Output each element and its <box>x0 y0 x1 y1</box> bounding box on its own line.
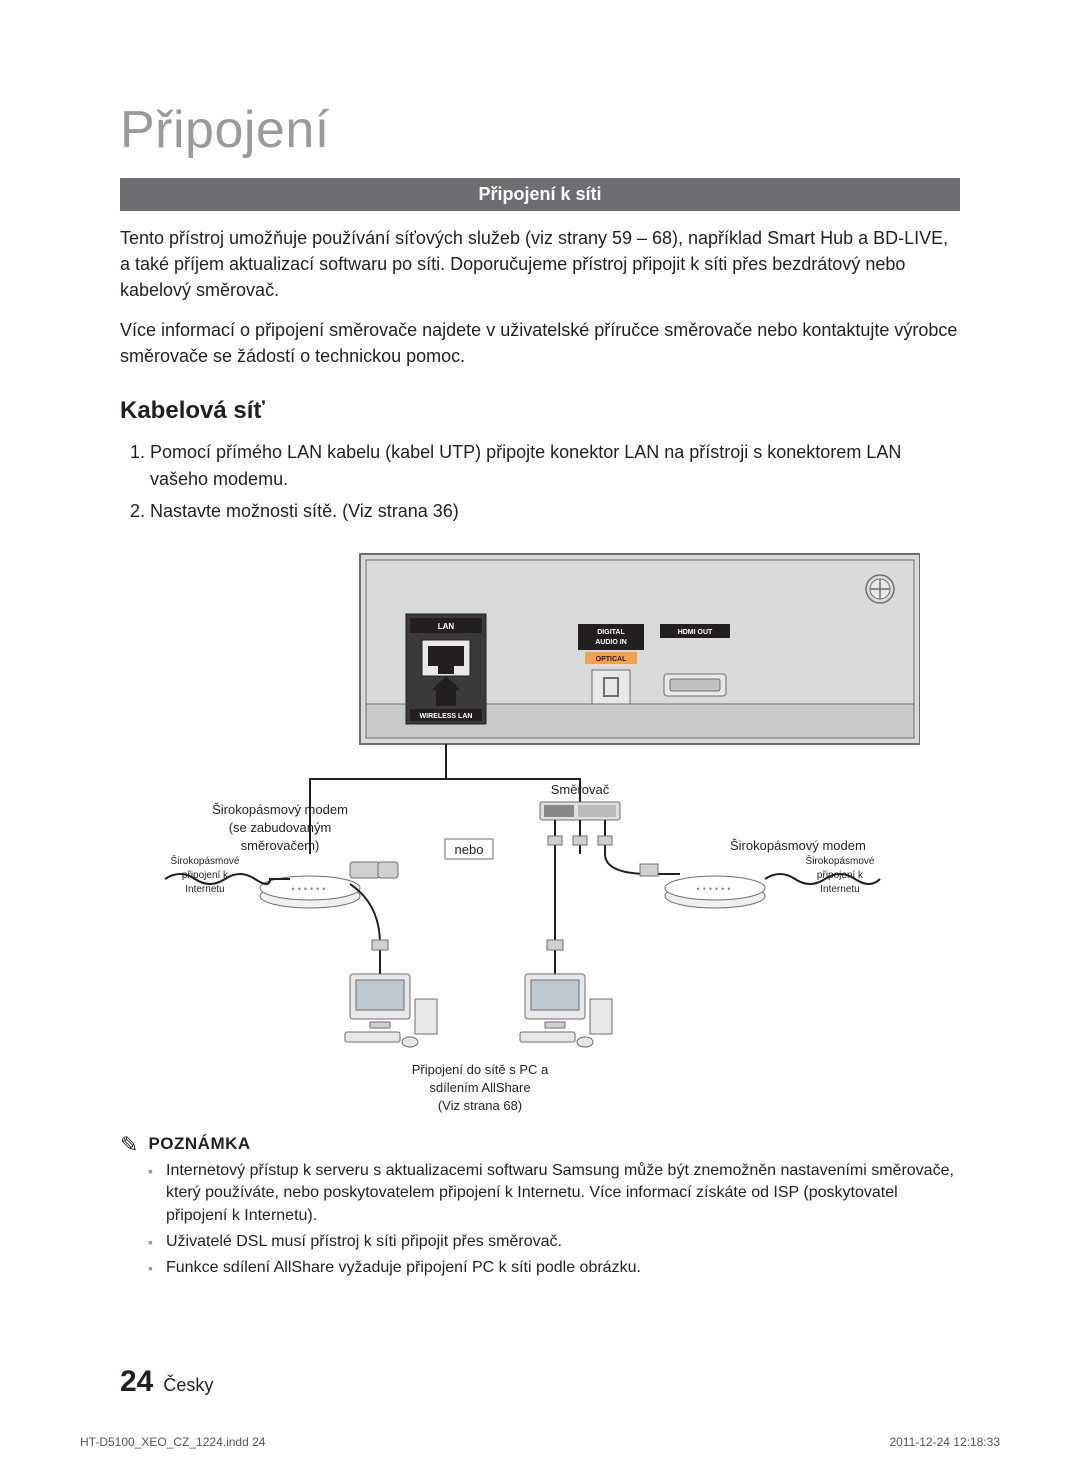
port-label-hdmi-out: HDMI OUT <box>678 629 713 636</box>
svg-text:••••••: •••••• <box>697 884 734 894</box>
label-broadband-right-3: Internetu <box>820 884 859 895</box>
subheading-wired-network: Kabelová síť <box>120 397 960 425</box>
cable-split <box>310 744 580 854</box>
label-or: nebo <box>455 842 484 857</box>
note-item-3: Funkce sdílení AllShare vyžaduje připoje… <box>148 1257 960 1279</box>
label-broadband-right-1: Širokopásmové <box>806 854 875 867</box>
label-router: Směrovač <box>551 782 610 797</box>
page-number: 24 <box>120 1365 153 1398</box>
indesign-filename: HT-D5100_XEO_CZ_1224.indd 24 <box>80 1435 265 1449</box>
document-page: Připojení Připojení k síti Tento přístro… <box>0 0 1080 1479</box>
section-header-bar: Připojení k síti <box>120 178 960 211</box>
step-1: Pomocí přímého LAN kabelu (kabel UTP) př… <box>150 439 960 491</box>
right-branch: Směrovač Širokopásmový modem <box>540 782 880 974</box>
note-item-2: Uživatelé DSL musí přístroj k síti připo… <box>148 1231 960 1253</box>
left-branch: Širokopásmový modem (se zabudovaným směr… <box>165 802 398 974</box>
export-timestamp: 2011-12-24 12:18:33 <box>889 1435 1000 1449</box>
label-modem-right: Širokopásmový modem <box>730 838 866 853</box>
svg-text:••••••: •••••• <box>292 884 329 894</box>
port-label-optical: OPTICAL <box>596 656 627 663</box>
note-label: POZNÁMKA <box>148 1134 250 1154</box>
note-icon: ✎ <box>120 1134 138 1156</box>
diagram-svg: LAN WIRELESS LAN DIGITAL AUDIO IN OPTICA… <box>160 544 920 1124</box>
pc-left-icon <box>345 974 437 1047</box>
svg-text:DIGITAL: DIGITAL <box>597 629 625 636</box>
intro-paragraph-1: Tento přístroj umožňuje používání síťový… <box>120 225 960 303</box>
label-modem-router-line2: (se zabudovaným <box>229 820 332 835</box>
svg-text:AUDIO IN: AUDIO IN <box>595 639 627 646</box>
footer-language: Česky <box>163 1375 213 1395</box>
label-modem-router-line1: Širokopásmový modem <box>212 802 348 817</box>
label-pc-note-2: sdílením AllShare <box>429 1080 530 1095</box>
intro-paragraph-2: Více informací o připojení směrovače naj… <box>120 317 960 369</box>
label-broadband-left-1: Širokopásmové <box>171 854 240 867</box>
page-footer: 24 Česky <box>120 1365 213 1399</box>
note-heading: ✎ POZNÁMKA <box>120 1134 960 1156</box>
step-2: Nastavte možnosti sítě. (Viz strana 36) <box>150 498 960 524</box>
page-title: Připojení <box>120 100 960 160</box>
note-item-1: Internetový přístup k serveru s aktualiz… <box>148 1160 960 1227</box>
label-broadband-left-2: připojení k <box>182 870 229 881</box>
label-broadband-left-3: Internetu <box>185 884 224 895</box>
pc-right-icon <box>520 974 612 1047</box>
notes-list: Internetový přístup k serveru s aktualiz… <box>120 1160 960 1280</box>
label-pc-note-3: (Viz strana 68) <box>438 1098 522 1113</box>
steps-list: Pomocí přímého LAN kabelu (kabel UTP) př… <box>120 439 960 523</box>
label-pc-note-1: Připojení do sítě s PC a <box>412 1062 549 1077</box>
label-broadband-right-2: připojení k <box>817 870 864 881</box>
port-label-wireless-lan: WIRELESS LAN <box>420 713 473 720</box>
network-diagram: LAN WIRELESS LAN DIGITAL AUDIO IN OPTICA… <box>120 544 960 1124</box>
modem-router-icon: •••••• <box>260 862 398 908</box>
label-modem-router-line3: směrovačem) <box>241 838 320 853</box>
port-label-lan: LAN <box>438 622 455 631</box>
device-rear-panel: LAN WIRELESS LAN DIGITAL AUDIO IN OPTICA… <box>360 554 920 744</box>
